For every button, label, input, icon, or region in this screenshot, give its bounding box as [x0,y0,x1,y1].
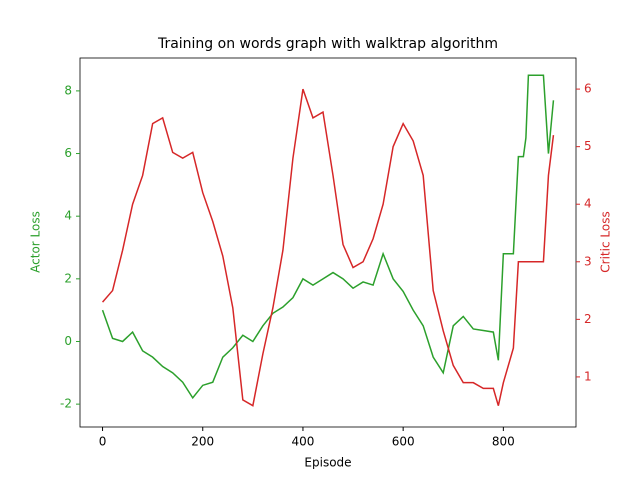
chart-title: Training on words graph with walktrap al… [157,36,498,52]
y2-tick-label: 2 [584,312,592,326]
y-tick-label: 2 [64,271,72,285]
y2-tick-label: 3 [584,254,592,268]
y2-axis-label: Critic Loss [599,211,613,272]
series-line [101,74,555,400]
y-tick-label: -2 [60,397,72,411]
x-tick-label: 400 [291,435,314,449]
y-axis-label: Actor Loss [29,211,43,273]
y-tick-label: 6 [64,146,72,160]
x-tick-label: 200 [191,435,214,449]
x-tick-label: 0 [99,435,107,449]
y-tick-label: 4 [64,209,72,223]
series-line [101,88,555,407]
x-tick-label: 600 [392,435,415,449]
plot-frame [79,57,577,428]
y-tick-label: 0 [64,334,72,348]
x-tick-label: 800 [492,435,515,449]
y2-tick-label: 1 [584,369,592,383]
y2-tick-label: 6 [584,82,592,96]
x-axis-label: Episode [304,456,351,470]
y2-tick-label: 4 [584,197,592,211]
y2-tick-label: 5 [584,139,592,153]
y-tick-label: 8 [64,83,72,97]
